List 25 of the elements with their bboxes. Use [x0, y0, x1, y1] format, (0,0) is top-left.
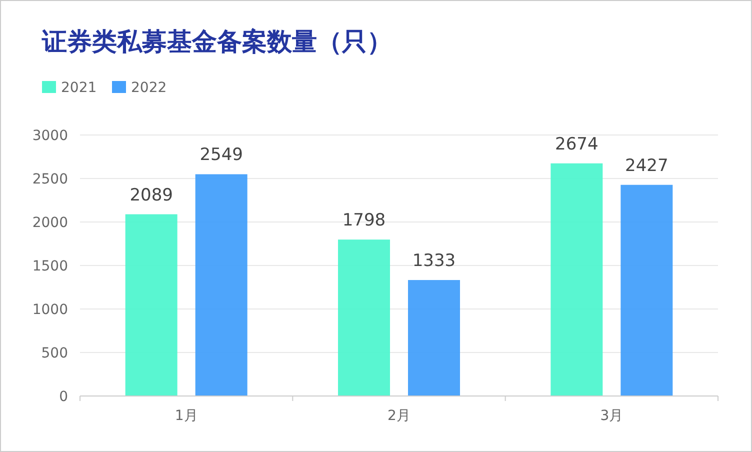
bar: [338, 240, 390, 396]
y-tick-label: 1000: [32, 302, 68, 318]
data-label: 2427: [625, 156, 668, 176]
bar: [620, 184, 673, 396]
bar: [195, 174, 248, 396]
y-tick-label: 2500: [32, 172, 68, 188]
x-tick-label: 2月: [388, 408, 410, 424]
data-label: 2549: [200, 145, 243, 166]
data-label: 1333: [412, 251, 456, 272]
legend-label: 2022: [131, 80, 167, 96]
y-tick-label: 1500: [32, 258, 68, 274]
data-label: 2089: [130, 185, 173, 206]
x-tick-label: 3月: [600, 408, 624, 424]
y-tick-label: 3000: [32, 128, 68, 144]
bar: [408, 280, 460, 396]
data-label: 2674: [555, 134, 598, 154]
y-tick-label: 500: [41, 346, 68, 362]
chart-title: 证券类私募基金备案数量（只）: [41, 27, 392, 56]
data-label: 1798: [342, 210, 386, 231]
bar: [125, 214, 178, 396]
x-tick-label: 1月: [174, 408, 198, 424]
bar: [550, 163, 603, 396]
y-tick-label: 2000: [32, 215, 68, 231]
y-tick-label: 0: [59, 389, 68, 405]
legend-label: 2021: [61, 80, 97, 96]
